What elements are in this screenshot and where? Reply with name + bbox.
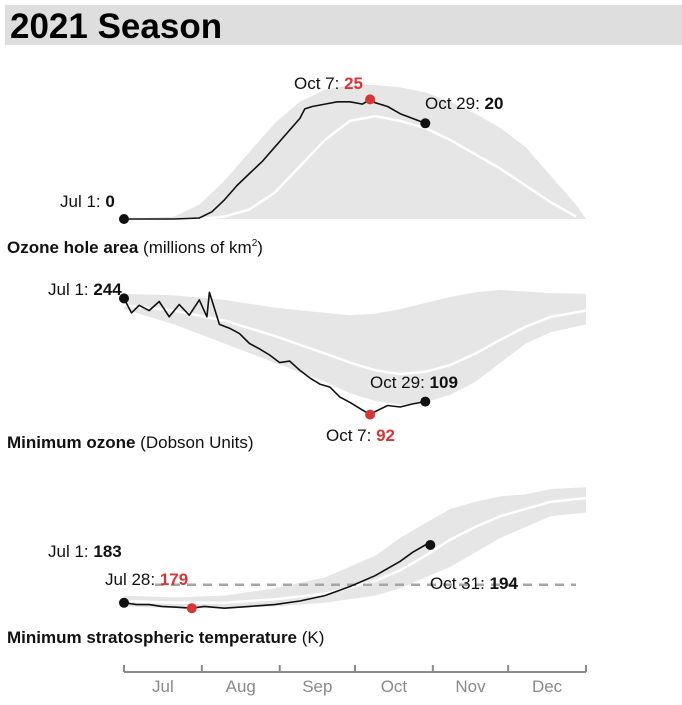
annotation-jul1: Jul 1: 0 <box>60 192 115 211</box>
marker-jul28-min <box>186 603 197 614</box>
annotation-oct29: Oct 29: 20 <box>425 94 503 113</box>
x-axis-months: Jul Aug Sep Oct Nov Dec <box>123 665 587 696</box>
panel-title-minimum-temperature: Minimum stratospheric temperature (K) <box>7 628 324 647</box>
panel-minimum-temperature: Jul 1: 183 Jul 28: 179 Oct 31: 194 Minim… <box>7 487 587 647</box>
marker-jul1 <box>119 597 129 608</box>
x-tick-label-nov: Nov <box>455 677 486 696</box>
annotation-oct29: Oct 29: 109 <box>370 373 458 392</box>
annotation-jul1: Jul 1: 244 <box>48 280 122 299</box>
annotation-oct31: Oct 31: 194 <box>430 574 518 593</box>
panel-title-minimum-ozone: Minimum ozone (Dobson Units) <box>7 433 254 452</box>
marker-jul1 <box>119 293 129 304</box>
panel-title-ozone-hole-area: Ozone hole area (millions of km2) <box>7 238 263 257</box>
historical-range-band <box>124 85 586 219</box>
median-line <box>123 304 587 376</box>
median-line <box>123 496 587 605</box>
annotation-oct7: Oct 7: 25 <box>294 74 363 93</box>
historical-range-band <box>124 290 586 405</box>
x-tick-label-jul: Jul <box>152 677 174 696</box>
marker-oct29 <box>420 396 431 407</box>
x-tick-label-aug: Aug <box>226 677 256 696</box>
annotation-reference-jul1: Jul 1: 183 <box>48 542 122 561</box>
marker-oct7-min <box>365 409 376 420</box>
annotation-oct7: Oct 7: 92 <box>326 426 395 445</box>
historical-range-band <box>124 487 586 609</box>
marker-oct7-max <box>365 94 376 105</box>
page-title: 2021 Season <box>10 7 223 46</box>
median-line <box>199 114 577 221</box>
marker-oct31 <box>425 540 436 550</box>
x-tick-label-oct: Oct <box>381 677 408 696</box>
marker-oct29 <box>420 118 431 129</box>
x-tick-label-dec: Dec <box>532 677 563 696</box>
x-tick-label-sep: Sep <box>302 677 332 696</box>
series-2021-line <box>123 544 431 609</box>
header-bar: 2021 Season <box>5 5 682 46</box>
panel-ozone-hole-area: Jul 1: 0 Oct 7: 25 Oct 29: 20 Ozone hole… <box>7 74 586 257</box>
series-2021-line <box>124 98 426 220</box>
marker-jul1 <box>119 214 129 224</box>
annotation-jul28: Jul 28: 179 <box>105 570 188 589</box>
panel-minimum-ozone: Jul 1: 244 Oct 7: 92 Oct 29: 109 Minimum… <box>7 280 587 452</box>
